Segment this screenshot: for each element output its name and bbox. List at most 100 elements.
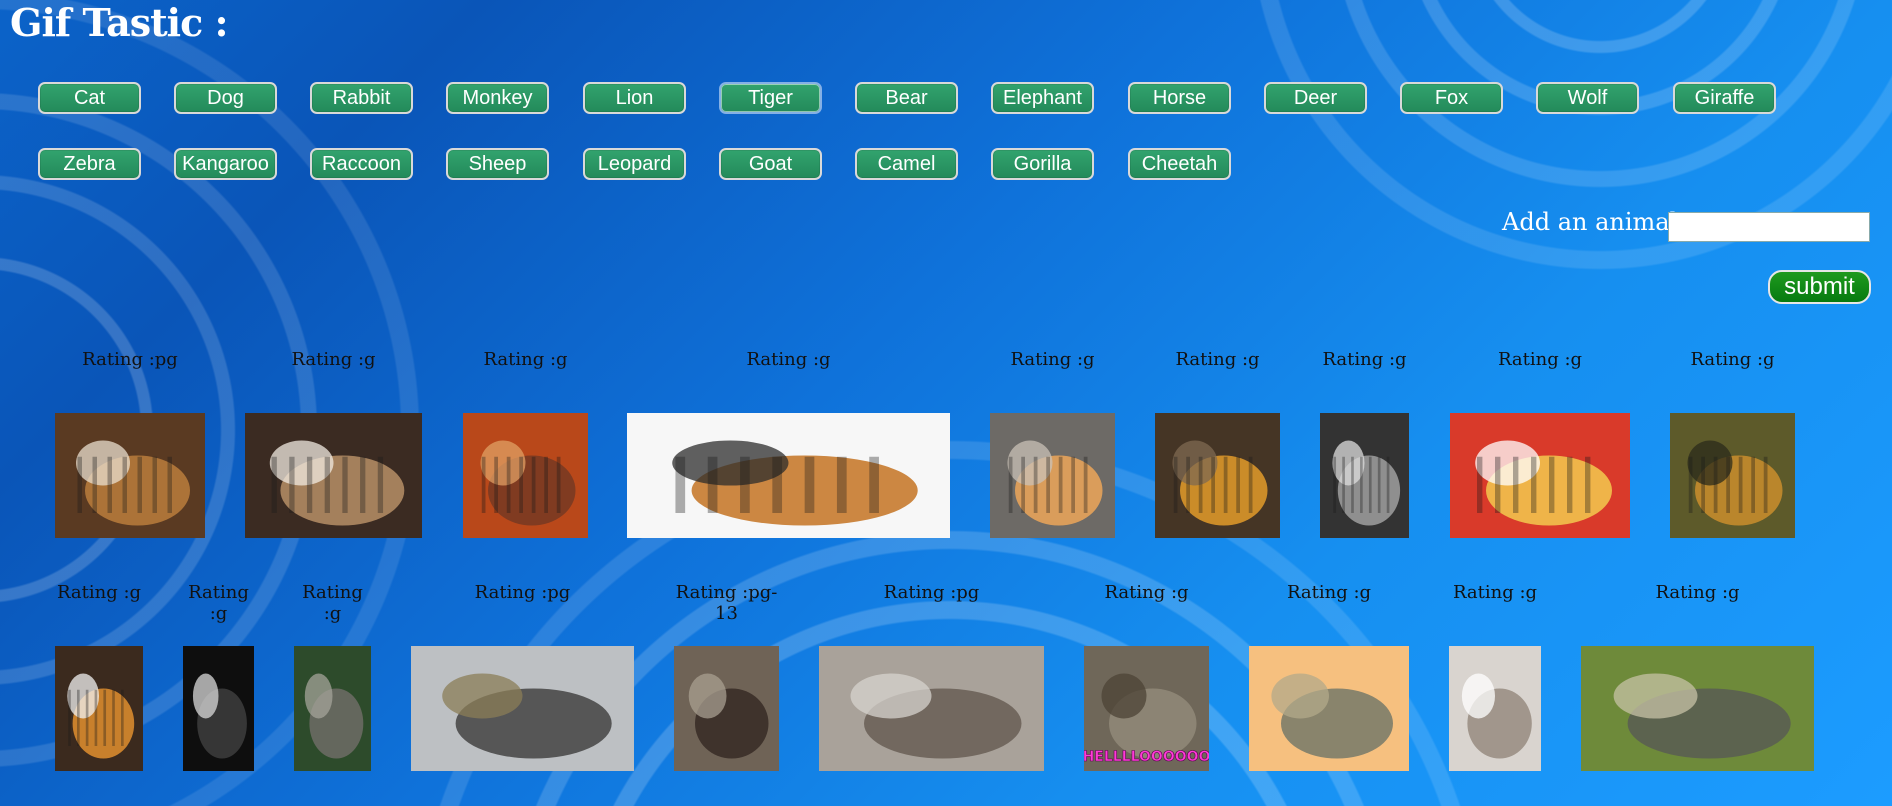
animal-button-elephant[interactable]: Elephant <box>991 82 1094 114</box>
animal-button-bear[interactable]: Bear <box>855 82 958 114</box>
gif-card: Rating :g <box>1450 0 1630 806</box>
gif-card: Rating :g <box>245 0 422 806</box>
gif-thumbnail-graphic <box>1449 646 1541 771</box>
gif-image[interactable] <box>1581 646 1814 771</box>
gif-image[interactable] <box>1450 413 1630 538</box>
gif-rating: Rating :g <box>1104 582 1189 603</box>
gif-image[interactable] <box>1249 646 1409 771</box>
gif-card: Rating :g <box>1581 0 1814 806</box>
gif-rating: Rating :g <box>188 582 249 624</box>
gif-rating: Rating :g <box>1497 349 1583 370</box>
gif-thumbnail-graphic <box>411 646 634 771</box>
animal-button-kangaroo[interactable]: Kangaroo <box>174 148 277 180</box>
gif-image[interactable] <box>245 413 422 538</box>
gif-thumbnail-graphic <box>1155 413 1280 538</box>
gif-thumbnail-graphic <box>1320 413 1409 538</box>
gif-card: Rating :pg <box>55 0 205 806</box>
gif-image[interactable] <box>1449 646 1541 771</box>
gif-image[interactable] <box>990 413 1115 538</box>
gif-rating: Rating :g <box>291 349 376 370</box>
gif-rating: Rating :g <box>1175 349 1260 370</box>
gif-rating: Rating :g <box>1655 582 1740 603</box>
gif-card: Rating :g <box>183 0 254 806</box>
gif-image[interactable] <box>674 646 779 771</box>
gif-thumbnail-graphic <box>55 413 205 538</box>
animal-button-wolf[interactable]: Wolf <box>1536 82 1639 114</box>
animal-button-sheep[interactable]: Sheep <box>446 148 549 180</box>
gif-image[interactable]: HELLLLOOOOOO <box>1084 646 1209 771</box>
gif-thumbnail-graphic <box>55 646 143 771</box>
gif-card: Rating :g <box>1449 0 1541 806</box>
animal-button-lion[interactable]: Lion <box>583 82 686 114</box>
gif-card: Rating :g <box>294 0 371 806</box>
gif-thumbnail-graphic <box>1670 413 1795 538</box>
gif-card: Rating :pg <box>819 0 1044 806</box>
gif-caption-text: HELLLLOOOOOO <box>1084 749 1209 765</box>
gif-image[interactable] <box>183 646 254 771</box>
gif-rating: Rating :g <box>1452 582 1538 603</box>
animal-button-leopard[interactable]: Leopard <box>583 148 686 180</box>
gif-rating: Rating :pg <box>82 349 178 370</box>
gif-card: Rating :g <box>990 0 1115 806</box>
animal-button-gorilla[interactable]: Gorilla <box>991 148 1094 180</box>
gif-image[interactable] <box>1320 413 1409 538</box>
gif-thumbnail-graphic <box>1249 646 1409 771</box>
gif-thumbnail-graphic <box>1450 413 1630 538</box>
gif-card: Rating :g <box>1155 0 1280 806</box>
gif-image[interactable] <box>411 646 634 771</box>
gif-rating: Rating :pg <box>883 582 980 603</box>
gif-thumbnail-graphic <box>674 646 779 771</box>
gif-image[interactable] <box>627 413 950 538</box>
gif-rating: Rating :pg <box>474 582 571 603</box>
gif-image[interactable] <box>55 646 143 771</box>
animal-button-fox[interactable]: Fox <box>1400 82 1503 114</box>
gif-thumbnail-graphic <box>627 413 950 538</box>
gif-thumbnail-graphic <box>183 646 254 771</box>
gif-card: Rating :g <box>627 0 950 806</box>
animal-button-monkey[interactable]: Monkey <box>446 82 549 114</box>
gif-rating: Rating :g <box>1286 582 1372 603</box>
gif-thumbnail-graphic <box>819 646 1044 771</box>
animal-button-horse[interactable]: Horse <box>1128 82 1231 114</box>
animal-button-deer[interactable]: Deer <box>1264 82 1367 114</box>
animal-button-dog[interactable]: Dog <box>174 82 277 114</box>
gif-thumbnail-graphic <box>990 413 1115 538</box>
gif-rating: Rating :g <box>56 582 142 603</box>
gif-rating: Rating :g <box>1010 349 1095 370</box>
gif-thumbnail-graphic <box>245 413 422 538</box>
animal-button-zebra[interactable]: Zebra <box>38 148 141 180</box>
add-animal-label: Add an animal : <box>1502 208 1693 236</box>
gif-rating: Rating :g <box>1690 349 1775 370</box>
gif-thumbnail-graphic <box>463 413 588 538</box>
gif-card: Rating :pg <box>411 0 634 806</box>
gif-card: Rating :g <box>1670 0 1795 806</box>
submit-button[interactable]: submit <box>1768 270 1871 304</box>
gif-image[interactable] <box>1155 413 1280 538</box>
animal-button-tiger[interactable]: Tiger <box>719 82 822 114</box>
gif-card: Rating :pg-13 <box>674 0 779 806</box>
gif-thumbnail-graphic: HELLLLOOOOOO <box>1084 646 1209 771</box>
gif-rating: Rating :g <box>1322 349 1407 370</box>
gif-image[interactable] <box>55 413 205 538</box>
animal-button-rabbit[interactable]: Rabbit <box>310 82 413 114</box>
gif-thumbnail-graphic <box>294 646 371 771</box>
gif-rating: Rating :g <box>302 582 363 624</box>
gif-image[interactable] <box>819 646 1044 771</box>
animal-button-goat[interactable]: Goat <box>719 148 822 180</box>
gif-card: Rating :g HELLLLOOOOOO <box>1084 0 1209 806</box>
gif-card: Rating :g <box>1249 0 1409 806</box>
animal-button-raccoon[interactable]: Raccoon <box>310 148 413 180</box>
gif-image[interactable] <box>294 646 371 771</box>
gif-rating: Rating :g <box>483 349 568 370</box>
animal-button-camel[interactable]: Camel <box>855 148 958 180</box>
gif-image[interactable] <box>463 413 588 538</box>
gif-thumbnail-graphic <box>1581 646 1814 771</box>
gif-image[interactable] <box>1670 413 1795 538</box>
animal-button-cheetah[interactable]: Cheetah <box>1128 148 1231 180</box>
gif-card: Rating :g <box>1320 0 1409 806</box>
page-title: Gif Tastic : <box>10 0 229 45</box>
animal-button-cat[interactable]: Cat <box>38 82 141 114</box>
animal-button-giraffe[interactable]: Giraffe <box>1673 82 1776 114</box>
add-animal-input[interactable] <box>1668 212 1870 242</box>
gif-rating: Rating :g <box>746 349 831 370</box>
